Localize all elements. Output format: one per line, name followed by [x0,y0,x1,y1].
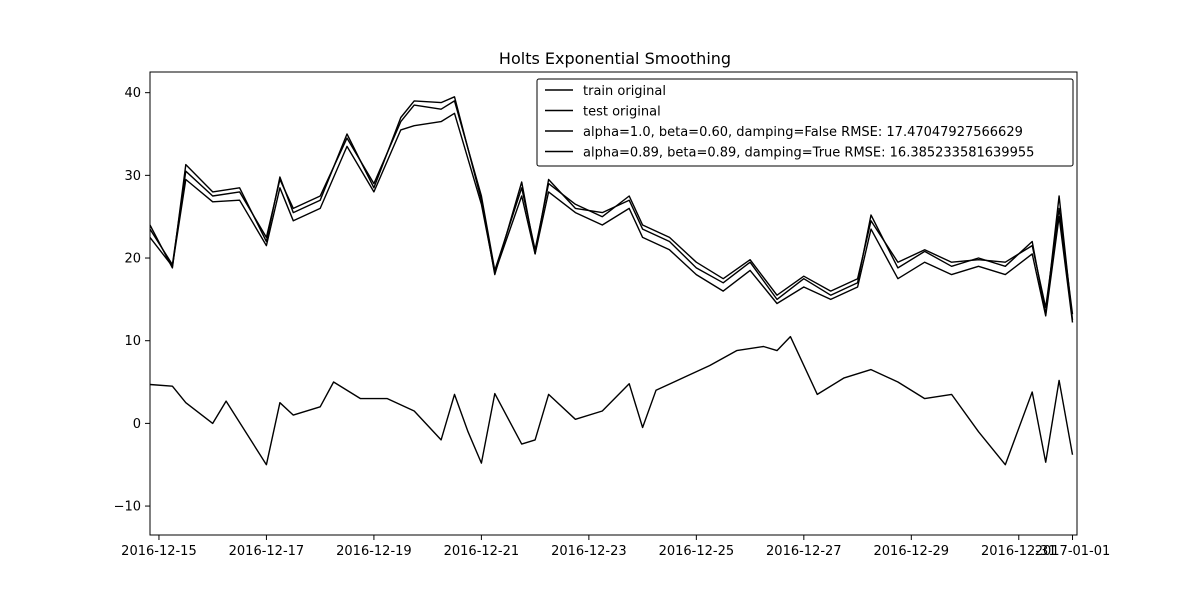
y-tick-label: 20 [124,252,141,267]
x-axis: 2016-12-15 2016-12-17 2016-12-19 2016-12-21… [121,535,1110,559]
x-tick-label: 2016-12-21 [444,544,520,559]
y-axis: −10 0 10 20 30 40 [114,86,150,515]
legend-label: alpha=1.0, beta=0.60, damping=False RMSE… [583,125,1023,140]
plot-lines [149,96,1074,466]
y-tick-label: 30 [124,169,141,184]
x-tick-label: 2016-12-27 [766,544,842,559]
y-tick-label: 40 [124,86,141,101]
x-tick-label: 2016-12-29 [874,544,950,559]
series-line-4 [149,112,1074,323]
x-tick-label: 2017-01-01 [1035,544,1111,559]
legend-box [536,78,1074,167]
legend-label: train original [583,84,666,99]
legend-label: alpha=0.89, beta=0.89, damping=True RMSE… [583,146,1034,161]
x-tick-label: 2016-12-25 [659,544,735,559]
x-tick-label: 2016-12-15 [121,544,197,559]
x-tick-label: 2016-12-31 [981,544,1057,559]
legend-label: test original [583,105,661,120]
y-tick-label: −10 [114,500,141,515]
chart-title: Holts Exponential Smoothing [499,49,731,68]
legend: train original test original alpha=1.0, be… [536,78,1074,167]
series-line-3 [149,100,1074,315]
x-tick-label: 2016-12-23 [551,544,627,559]
y-tick-label: 10 [124,334,141,349]
x-tick-label: 2016-12-19 [336,544,412,559]
x-tick-label: 2016-12-17 [229,544,305,559]
plot-area-border [149,71,1078,536]
y-tick-label: 0 [133,417,141,432]
series-line-1 [149,335,1074,466]
